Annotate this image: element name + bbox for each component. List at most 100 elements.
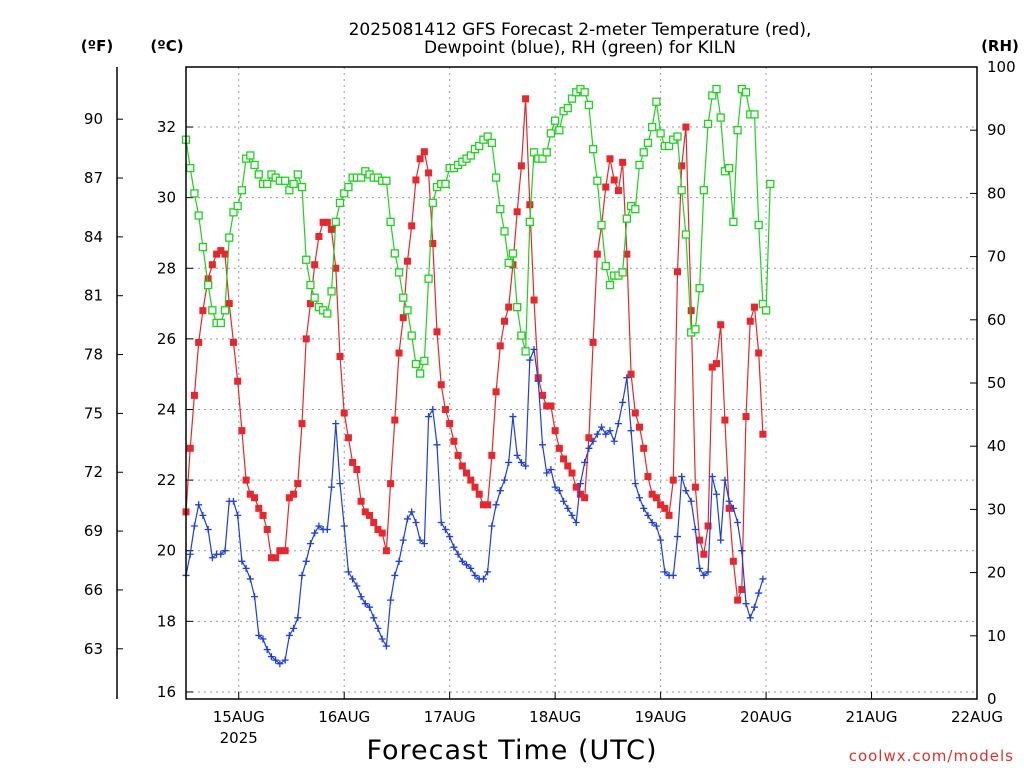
dewpoint-point: [627, 427, 635, 435]
rh-axis: 0 10 20 30 40 50 60 70 80 90 100: [970, 58, 1016, 708]
2-meter-temperature-point: [648, 490, 656, 498]
rh-point: [441, 179, 450, 189]
rh-point: [289, 179, 298, 189]
rh-point: [584, 100, 594, 110]
2-meter-temperature-point: [759, 430, 767, 438]
dewpoint-point: [285, 631, 293, 639]
rh-point: [263, 179, 272, 189]
2-meter-temperature-point: [378, 529, 386, 537]
2-meter-temperature-point: [433, 328, 441, 336]
2-meter-temperature-point: [425, 169, 433, 177]
rh-point: [622, 214, 632, 223]
dewpoint-point: [576, 480, 584, 488]
2-meter-temperature-point: [195, 338, 203, 346]
dewpoint-point: [425, 413, 433, 421]
rh-point: [605, 280, 615, 290]
dewpoint-point: [294, 614, 302, 622]
2-meter-temperature-point: [186, 444, 194, 452]
rh-point: [555, 126, 564, 135]
2-meter-temperature-point: [555, 444, 563, 452]
dewpoint-point: [344, 568, 352, 576]
celsius-tick-label: 30: [157, 189, 176, 207]
2-meter-temperature-point: [242, 476, 250, 484]
dewpoint-point: [454, 550, 462, 558]
rh-point: [335, 198, 345, 208]
2-meter-temperature-point: [551, 427, 559, 435]
2-meter-temperature-point: [285, 494, 293, 502]
rh-point: [297, 182, 307, 192]
fahrenheit-tick-label: 66: [84, 581, 103, 599]
rh-tick-label: 100: [987, 58, 1016, 76]
dewpoint-point: [276, 660, 284, 668]
2-meter-temperature-point: [484, 501, 492, 509]
2-meter-temperature-point: [640, 444, 648, 452]
2-meter-temperature-point: [238, 427, 246, 435]
rh-point: [733, 126, 742, 135]
rh-point: [306, 280, 315, 290]
dewpoint-point: [513, 451, 521, 459]
rh-point: [567, 94, 577, 103]
rh-tick-label: 0: [987, 690, 997, 708]
2-meter-temperature-point: [276, 547, 284, 555]
dewpoint-point: [399, 536, 407, 544]
dewpoint-point: [543, 469, 551, 477]
rh-point: [652, 97, 661, 106]
2-meter-temperature-point: [357, 497, 365, 505]
rh-point: [546, 129, 556, 138]
dewpoint-point: [593, 430, 601, 438]
dewpoint-point: [610, 437, 618, 445]
dewpoint-point: [606, 427, 614, 435]
rh-point: [415, 369, 425, 378]
x-tick-label: 21AUG: [846, 708, 898, 726]
2-meter-temperature-point: [725, 504, 733, 512]
2-meter-temperature-point: [665, 511, 673, 519]
dewpoint-point: [395, 557, 403, 565]
dewpoint-point: [382, 642, 390, 650]
rh-point: [356, 173, 366, 182]
2-meter-temperature-point: [208, 261, 216, 269]
2-meter-temperature-point: [479, 501, 487, 509]
x-axis: 15AUG 2025 16AUG 17AUG 18AUG 19AUG 20AUG 21AUG 2…: [213, 692, 1003, 747]
2-meter-temperature-point: [306, 300, 314, 308]
dewpoint-point: [267, 653, 275, 661]
2-meter-temperature-point: [302, 335, 310, 343]
rh-point: [466, 151, 475, 160]
2-meter-temperature-point: [311, 261, 319, 269]
celsius-tick-label: 24: [157, 400, 176, 418]
dewpoint-point: [700, 571, 708, 579]
2-meter-temperature-point: [213, 250, 221, 258]
2-meter-temperature-point: [522, 95, 530, 103]
fahrenheit-tick-label: 72: [84, 463, 103, 481]
2-meter-temperature-point: [530, 296, 538, 304]
2-meter-temperature-point: [488, 451, 496, 459]
dewpoint-point: [496, 487, 504, 495]
dewpoint-point: [229, 497, 237, 505]
dewpoint-point: [759, 575, 767, 583]
rh-point: [754, 220, 763, 230]
2-meter-temperature-point: [517, 162, 525, 170]
2-meter-temperature-point: [370, 518, 378, 526]
2-meter-temperature-point: [682, 123, 690, 131]
rh-point: [280, 176, 290, 185]
dewpoint-point: [353, 582, 361, 590]
2-meter-temperature-point: [678, 162, 686, 170]
dewpoint-point: [458, 557, 466, 565]
2-meter-temperature-point: [619, 158, 627, 166]
rh-point: [635, 160, 644, 170]
fahrenheit-tick-label: 78: [84, 346, 103, 364]
2-meter-temperature-point: [734, 596, 742, 604]
dewpoint-point: [199, 511, 207, 519]
rh-point: [424, 274, 433, 283]
rh-tick-label: 90: [987, 121, 1006, 139]
dewpoint-point: [349, 575, 357, 583]
rh-point: [186, 163, 195, 173]
2-meter-temperature-point: [259, 511, 267, 519]
dewpoint-point: [340, 522, 348, 530]
dewpoint-point: [323, 526, 331, 534]
dewpoint-point: [450, 543, 458, 551]
2-meter-temperature-point: [717, 321, 725, 329]
celsius-tick-label: 16: [157, 683, 176, 701]
2-meter-temperature-point: [746, 317, 754, 325]
2-meter-temperature-point: [229, 338, 237, 346]
dewpoint-point: [708, 473, 716, 481]
